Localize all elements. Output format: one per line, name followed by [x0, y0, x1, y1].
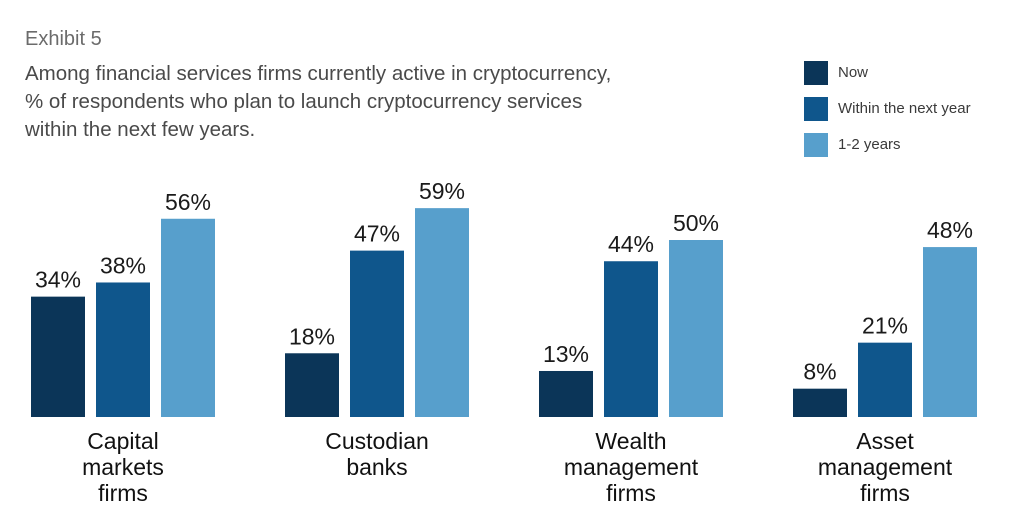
legend-label-next-year: Within the next year	[838, 100, 971, 117]
bar	[604, 261, 658, 417]
data-label: 44%	[608, 231, 654, 257]
chart-title-line: % of respondents who plan to launch cryp…	[25, 90, 583, 113]
category-label: Asset	[856, 428, 914, 454]
bar	[285, 353, 339, 417]
category-label: management	[818, 454, 953, 480]
category-label: management	[564, 454, 699, 480]
legend-swatch-now	[804, 61, 828, 85]
category-label: firms	[98, 480, 148, 506]
category-label: banks	[346, 454, 407, 480]
data-label: 59%	[419, 178, 465, 204]
legend-swatch-1-2-years	[804, 133, 828, 157]
bar	[96, 282, 150, 417]
data-label: 34%	[35, 267, 81, 293]
data-label: 38%	[100, 252, 146, 278]
category-label: firms	[606, 480, 656, 506]
bar	[793, 388, 847, 417]
legend-label-now: Now	[838, 64, 869, 81]
category-label: markets	[82, 454, 164, 480]
data-label: 21%	[862, 313, 908, 339]
chart-title-line: Among financial services firms currently…	[25, 62, 612, 85]
category-label: Wealth	[595, 428, 666, 454]
chart-title-line: within the next few years.	[25, 118, 256, 141]
data-label: 18%	[289, 323, 335, 349]
data-label: 56%	[165, 189, 211, 215]
chart-title: Among financial services firms currently…	[25, 60, 665, 144]
data-label: 48%	[927, 217, 973, 243]
bar	[161, 218, 215, 417]
bar	[539, 370, 593, 417]
exhibit-label: Exhibit 5	[25, 28, 102, 50]
bar	[669, 240, 723, 417]
data-label: 50%	[673, 210, 719, 236]
data-label: 47%	[354, 221, 400, 247]
data-label: 8%	[803, 359, 836, 385]
category-label: firms	[860, 480, 910, 506]
bar	[415, 208, 469, 417]
data-label: 13%	[543, 341, 589, 367]
bar	[350, 250, 404, 417]
category-label: Capital	[87, 428, 159, 454]
legend-label-1-2-years: 1-2 years	[838, 136, 901, 153]
bar	[31, 296, 85, 417]
bar	[858, 342, 912, 417]
bar	[923, 247, 977, 417]
legend-swatch-next-year	[804, 97, 828, 121]
category-label: Custodian	[325, 428, 429, 454]
